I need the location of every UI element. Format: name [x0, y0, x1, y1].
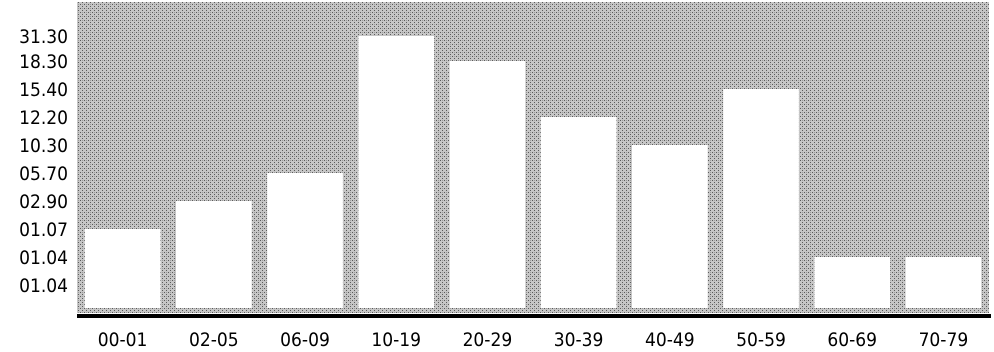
x-tick-label: 70-79 [919, 329, 969, 351]
x-tick-label: 06-09 [280, 329, 330, 351]
x-tick-label: 00-01 [98, 329, 148, 351]
bar-50-59 [723, 89, 799, 308]
bar-20-29 [449, 61, 526, 308]
bar-70-79 [905, 257, 982, 308]
bar-60-69 [814, 257, 891, 308]
y-tick-label: 18.30 [19, 51, 68, 73]
x-tick-label: 10-19 [371, 329, 421, 351]
x-tick-label: 40-49 [645, 329, 695, 351]
y-tick-label: 01.04 [19, 275, 68, 297]
x-tick-label: 20-29 [463, 329, 513, 351]
y-tick-label: 15.40 [19, 79, 68, 101]
bar-10-19 [358, 36, 435, 308]
x-tick-label: 60-69 [827, 329, 877, 351]
y-tick-label: 01.04 [19, 247, 68, 269]
y-tick-label: 02.90 [19, 191, 68, 213]
bar-06-09 [267, 173, 343, 308]
y-tick-label: 10.30 [19, 135, 68, 157]
y-tick-label: 01.07 [19, 219, 68, 241]
x-tick-label: 02-05 [189, 329, 239, 351]
y-tick-label: 31.30 [19, 26, 68, 48]
bar-02-05 [176, 201, 252, 308]
x-tick-label: 30-39 [554, 329, 604, 351]
y-tick-label: 12.20 [19, 107, 68, 129]
bar-00-01 [84, 229, 161, 308]
x-tick-label: 50-59 [736, 329, 786, 351]
bar-30-39 [540, 117, 617, 308]
bar-40-49 [632, 145, 708, 308]
y-tick-label: 05.70 [19, 163, 68, 185]
